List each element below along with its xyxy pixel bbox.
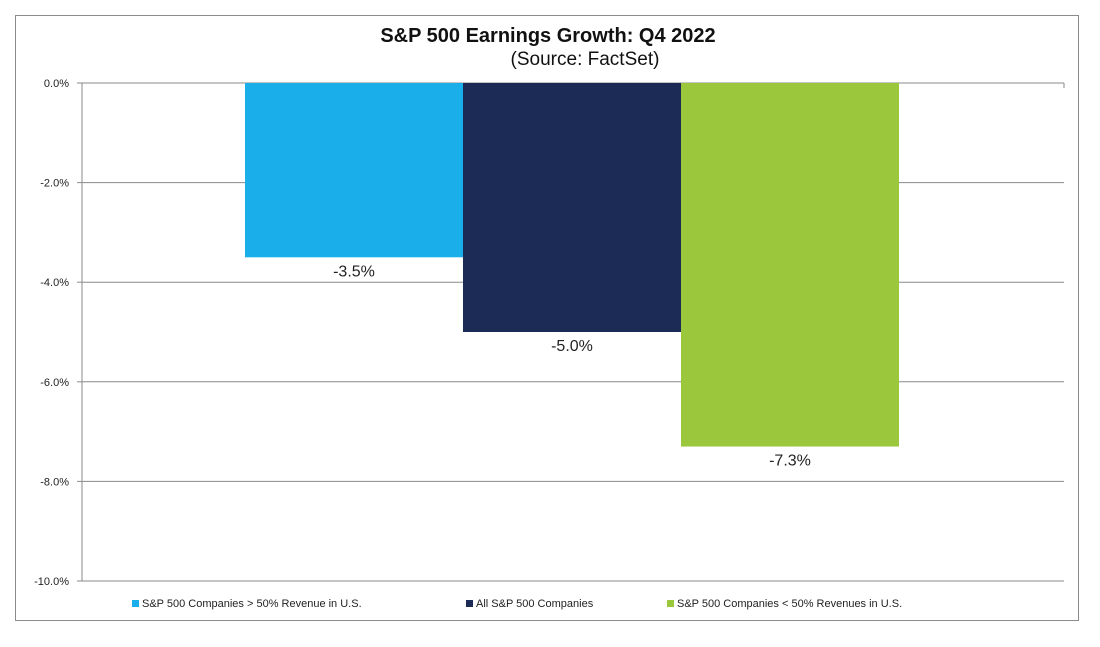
bar-data-label: -5.0% xyxy=(551,338,593,355)
y-tick-label: -2.0% xyxy=(40,178,69,190)
data-labels: -3.5% -5.0% -7.3% xyxy=(333,263,811,469)
legend: S&P 500 Companies > 50% Revenue in U.S. A… xyxy=(132,598,902,610)
y-tick-label: 0.0% xyxy=(44,78,69,90)
legend-label: S&P 500 Companies > 50% Revenue in U.S. xyxy=(142,598,362,610)
bar-data-label: -7.3% xyxy=(769,453,811,470)
y-tick-label: -10.0% xyxy=(34,576,69,588)
bar xyxy=(681,83,899,447)
y-tick-label: -6.0% xyxy=(40,377,69,389)
bar-data-label: -3.5% xyxy=(333,263,375,280)
bars xyxy=(245,83,899,447)
legend-label: S&P 500 Companies < 50% Revenues in U.S. xyxy=(677,598,902,610)
legend-swatch xyxy=(667,600,674,607)
y-axis: 0.0% -2.0% -4.0% -6.0% -8.0% -10.0% xyxy=(34,78,1065,588)
bar xyxy=(463,83,681,332)
chart-title: S&P 500 Earnings Growth: Q4 2022 xyxy=(380,25,715,47)
legend-swatch xyxy=(466,600,473,607)
y-tick-label: -8.0% xyxy=(40,476,69,488)
y-tick-label: -4.0% xyxy=(40,277,69,289)
bar xyxy=(245,83,463,258)
legend-label: All S&P 500 Companies xyxy=(476,598,594,610)
legend-swatch xyxy=(132,600,139,607)
chart-subtitle: (Source: FactSet) xyxy=(511,49,660,70)
